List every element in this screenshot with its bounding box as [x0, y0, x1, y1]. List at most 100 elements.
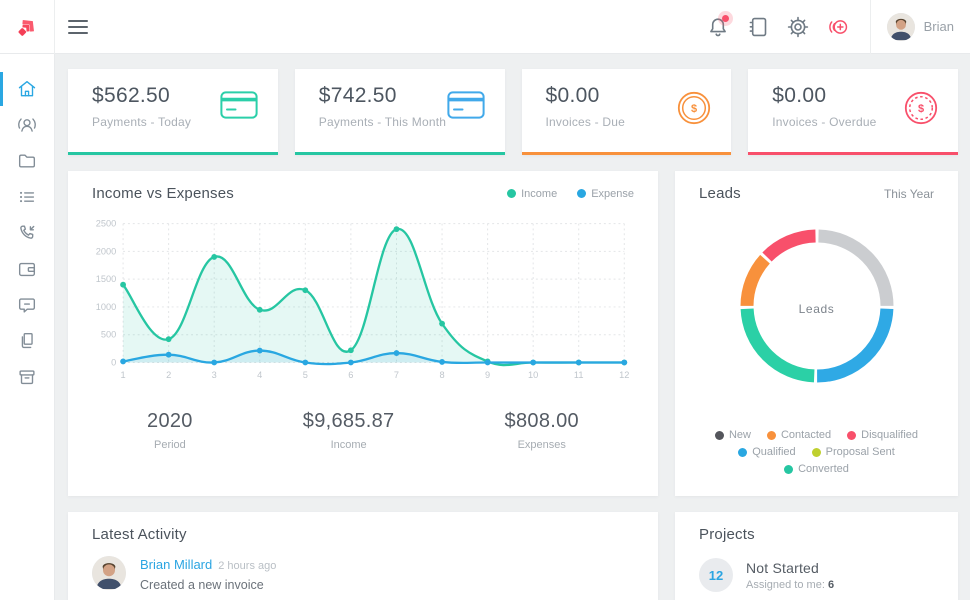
topbar-divider [869, 0, 871, 54]
converted-dot [784, 464, 794, 474]
sidebar-item-home[interactable] [0, 71, 54, 107]
legend-label: Expense [591, 187, 634, 200]
expense-dot [577, 189, 587, 198]
stat-label: Invoices - Due [545, 115, 625, 129]
stat-period: 2020 Period [147, 410, 193, 451]
activity-avatar[interactable] [92, 556, 126, 590]
stat-cards-row: $562.50 Payments - Today $742.50 Payment… [68, 69, 958, 155]
list-icon [19, 191, 35, 203]
assigned-value: 6 [827, 578, 835, 591]
svg-text:500: 500 [101, 330, 116, 340]
panel-title: Latest Activity [92, 526, 187, 543]
stat-value: $0.00 [772, 84, 827, 107]
user-avatar[interactable] [886, 12, 915, 41]
sidebar-item-payments[interactable] [0, 251, 54, 287]
leads-legend: New Contacted Disqualified Qualified Pro… [699, 429, 934, 475]
svg-text:6: 6 [348, 370, 353, 380]
legend-label: Proposal Sent [825, 446, 895, 458]
charts-row: Income vs Expenses Income Expense 0 500 10… [68, 171, 958, 496]
legend-item-disqualified[interactable]: Disqualified [847, 429, 918, 441]
range-selector[interactable]: This Year [883, 187, 934, 201]
legend-item-proposal-sent[interactable]: Proposal Sent [811, 446, 895, 458]
sidebar-item-documents[interactable] [0, 323, 54, 359]
svg-text:9: 9 [485, 370, 490, 380]
bell-icon[interactable] [705, 14, 731, 40]
new-dot [714, 430, 724, 440]
address-book-icon[interactable] [745, 14, 771, 40]
sidebar-item-folders[interactable] [0, 143, 54, 179]
income-dot [507, 189, 517, 198]
sidebar-item-contacts[interactable] [0, 107, 54, 143]
svg-text:2500: 2500 [96, 219, 117, 229]
stat-card-payments-today[interactable]: $562.50 Payments - Today [68, 69, 278, 155]
income-value: $9,685.87 [302, 410, 395, 433]
svg-text:2: 2 [166, 370, 171, 380]
sidebar-item-messages[interactable] [0, 287, 54, 323]
income-label: Income [330, 439, 367, 452]
avatar-photo [886, 12, 915, 41]
stat-label: Payments - Today [92, 115, 192, 129]
folder-icon [18, 154, 36, 168]
period-label: Period [153, 439, 186, 452]
app-logo[interactable] [0, 0, 55, 54]
svg-text:$: $ [691, 103, 697, 115]
legend-label: New [728, 429, 751, 441]
svg-text:1000: 1000 [96, 302, 117, 312]
assigned-label: Assigned to me: [746, 578, 825, 591]
stat-label: Payments - This Month [318, 115, 447, 129]
legend-item-qualified[interactable]: Qualified [738, 446, 796, 458]
stat-accent-bar [521, 152, 732, 155]
contacts-icon [18, 118, 36, 132]
sidebar-item-list[interactable] [0, 179, 54, 215]
legend-item-income[interactable]: Income [507, 188, 557, 200]
stat-value: $562.50 [92, 84, 171, 107]
chat-icon [18, 298, 36, 313]
phone-icon [20, 225, 35, 239]
archive-icon [19, 370, 35, 385]
svg-text:2000: 2000 [96, 246, 117, 256]
svg-text:8: 8 [439, 370, 444, 380]
donut-center-label: Leads [798, 301, 835, 316]
legend-item-contacted[interactable]: Contacted [766, 429, 832, 441]
wallet-icon [18, 262, 36, 277]
stat-card-invoices-overdue[interactable]: $0.00 Invoices - Overdue $ [748, 69, 958, 155]
project-status: Not Started [746, 559, 820, 576]
user-name[interactable]: Brian [923, 19, 954, 34]
svg-text:7: 7 [394, 370, 399, 380]
stat-expenses: $808.00 Expenses [505, 410, 579, 451]
coin-icon: $ [677, 91, 711, 130]
legend-label: Converted [798, 463, 849, 475]
activity-action: Created a new invoice [140, 578, 264, 592]
expenses-value: $808.00 [504, 410, 579, 433]
stat-card-payments-month[interactable]: $742.50 Payments - This Month [294, 69, 505, 155]
activity-item: Brian Millard 2 hours ago Created a new i… [92, 556, 634, 592]
gear-icon[interactable] [785, 14, 811, 40]
legend-label: Qualified [752, 446, 796, 458]
legend-item-expense[interactable]: Expense [577, 188, 634, 200]
menu-icon[interactable] [68, 16, 88, 38]
svg-text:12: 12 [619, 370, 629, 380]
leads-donut-chart [740, 229, 893, 383]
disqualified-dot [847, 430, 857, 440]
proposal-sent-dot [811, 447, 821, 457]
legend-item-converted[interactable]: Converted [784, 463, 849, 475]
stat-card-invoices-due[interactable]: $0.00 Invoices - Due $ [521, 69, 732, 155]
sidebar-item-calls[interactable] [0, 215, 54, 251]
legend-label: Contacted [780, 429, 832, 441]
legend-label: Disqualified [861, 429, 919, 441]
svg-text:3: 3 [212, 370, 217, 380]
quick-add-icon[interactable] [825, 14, 851, 40]
coin-dashed-icon: $ [904, 91, 938, 130]
legend-item-new[interactable]: New [714, 429, 751, 441]
leads-donut: Leads [735, 224, 899, 393]
contacted-dot [766, 430, 776, 440]
project-item[interactable]: 12 Not Started Assigned to me: 6 [699, 558, 934, 592]
latest-activity-panel: Latest Activity Brian Millard 2 hours ago… [68, 512, 658, 600]
notification-badge [721, 14, 729, 22]
credit-card-icon [446, 91, 485, 124]
stat-value: $0.00 [545, 84, 600, 107]
sidebar-item-archive[interactable] [0, 359, 54, 395]
activity-user-link[interactable]: Brian Millard [140, 557, 213, 572]
project-count-badge: 12 [699, 558, 733, 592]
